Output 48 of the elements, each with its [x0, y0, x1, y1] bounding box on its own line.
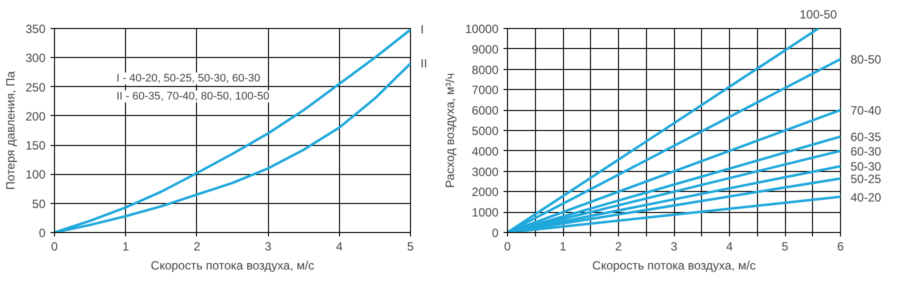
y-tick-label: 150 — [25, 138, 46, 153]
y-tick-label: 7000 — [472, 83, 499, 98]
x-tick-label: 0 — [51, 240, 58, 254]
y-tick-label: 200 — [25, 109, 46, 124]
series-label: 50-25 — [850, 172, 882, 186]
y-tick-label: 10000 — [465, 22, 499, 36]
y-axis-title: Потеря давления, Па — [3, 70, 18, 190]
y-tick-label: 300 — [25, 51, 46, 66]
series-label: II — [420, 56, 428, 70]
series-label: 70-40 — [850, 104, 882, 118]
x-tick-label: 4 — [336, 240, 343, 254]
y-tick-label: 5000 — [472, 124, 499, 138]
x-tick-label: 2 — [615, 240, 622, 254]
series-label: 60-35 — [850, 130, 882, 144]
y-tick-label: 0 — [492, 226, 499, 240]
y-tick-label: 2000 — [472, 185, 499, 200]
y-tick-label: 0 — [38, 226, 46, 240]
series-label: 60-30 — [850, 144, 882, 158]
x-tick-label: 5 — [782, 240, 789, 254]
annotation: I - 40-20, 50-25, 50-30, 60-30 — [116, 72, 260, 84]
y-tick-label: 250 — [25, 80, 46, 94]
x-tick-label: 1 — [122, 240, 130, 254]
y-tick-label: 4000 — [472, 144, 499, 158]
series-label: 100-50 — [800, 8, 838, 22]
x-tick-label: 5 — [407, 240, 414, 254]
series-label: I — [420, 22, 424, 37]
x-tick-label: 2 — [194, 240, 201, 254]
y-tick-label: 100 — [25, 168, 46, 182]
x-tick-label: 3 — [670, 240, 678, 254]
series-label: 80-50 — [850, 52, 882, 67]
annotation: II - 60-35, 70-40, 80-50, 100-50 — [116, 90, 270, 102]
x-axis-title: Скорость потока воздуха, м/с — [150, 258, 314, 272]
y-tick-label: 8000 — [472, 62, 499, 77]
y-axis-title: Расход воздуха, м³/ч — [443, 73, 458, 188]
x-tick-label: 4 — [726, 240, 734, 254]
y-tick-label: 3000 — [472, 164, 499, 179]
x-tick-label: 0 — [504, 240, 512, 254]
y-tick-label: 1000 — [472, 206, 499, 220]
series-label: 50-30 — [850, 160, 882, 174]
y-tick-label: 50 — [32, 196, 46, 211]
x-axis-title: Скорость потока воздуха, м/с — [592, 258, 756, 272]
x-tick-label: 6 — [837, 240, 844, 254]
y-tick-label: 350 — [25, 22, 46, 36]
x-tick-label: 3 — [264, 240, 272, 254]
y-tick-label: 9000 — [472, 42, 499, 56]
x-tick-label: 1 — [560, 240, 567, 254]
y-tick-label: 6000 — [472, 104, 499, 118]
series-label: 40-20 — [850, 190, 882, 204]
